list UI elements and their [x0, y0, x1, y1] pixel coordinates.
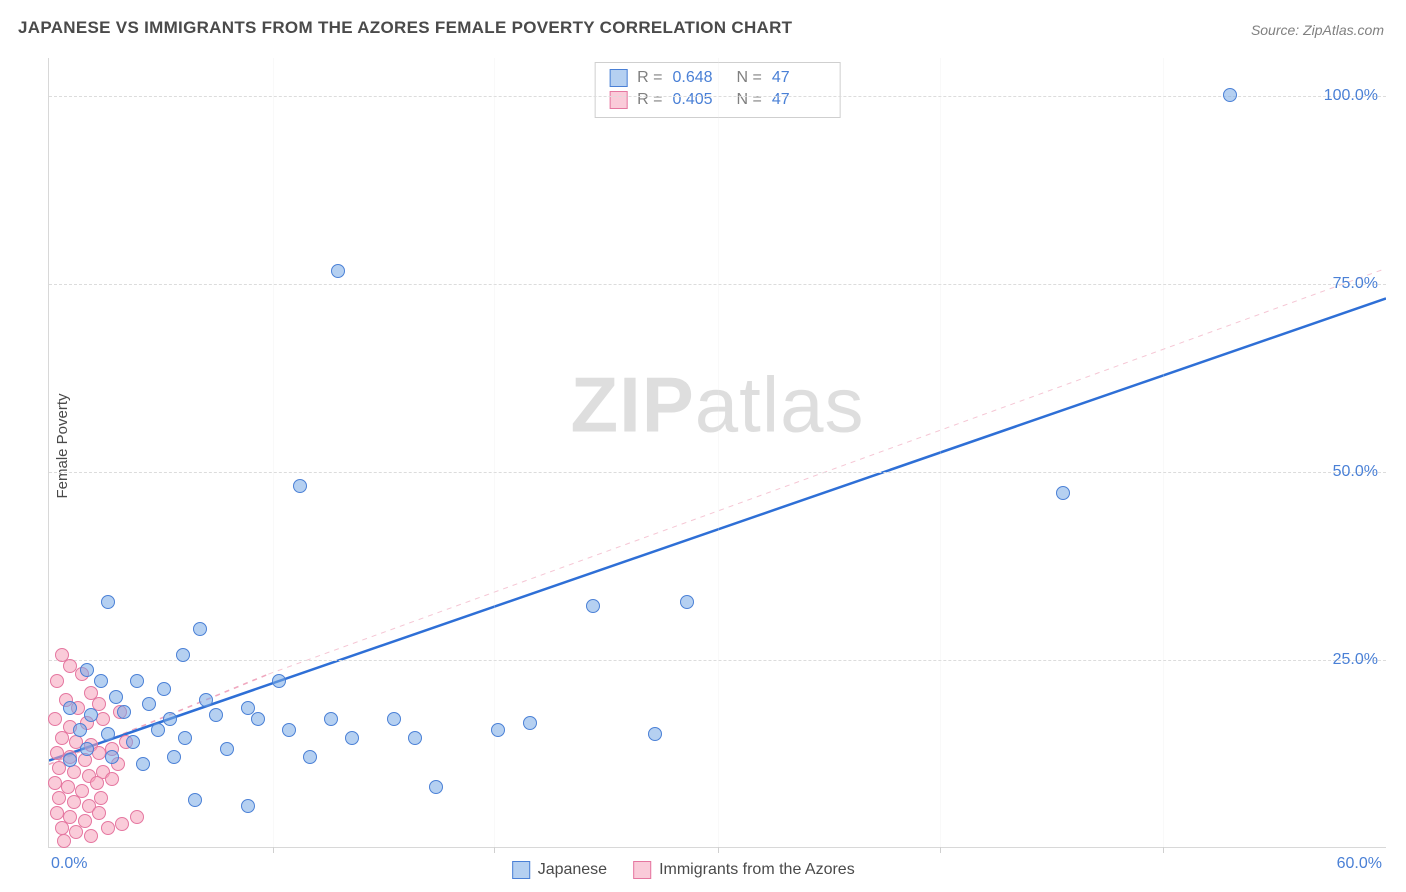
swatch-blue: [609, 69, 627, 87]
n-value-blue: 47: [772, 69, 826, 87]
scatter-point-blue: [63, 753, 77, 767]
scatter-point-blue: [109, 690, 123, 704]
scatter-point-pink: [84, 829, 98, 843]
watermark-bold: ZIP: [570, 361, 694, 449]
chart-title: JAPANESE VS IMMIGRANTS FROM THE AZORES F…: [18, 18, 792, 38]
n-label: N =: [737, 69, 762, 87]
scatter-point-blue: [387, 712, 401, 726]
scatter-plot-area: ZIPatlas R = 0.648 N = 47 R = 0.405 N = …: [48, 58, 1386, 848]
y-tick-label: 25.0%: [1333, 651, 1378, 669]
y-tick-label: 50.0%: [1333, 463, 1378, 481]
scatter-point-blue: [142, 697, 156, 711]
scatter-point-pink: [55, 731, 69, 745]
scatter-point-pink: [90, 776, 104, 790]
x-tick-label-start: 0.0%: [51, 855, 87, 873]
scatter-point-blue: [136, 757, 150, 771]
scatter-point-blue: [188, 793, 202, 807]
scatter-point-blue: [209, 708, 223, 722]
scatter-point-blue: [63, 701, 77, 715]
scatter-point-blue: [324, 712, 338, 726]
scatter-point-blue: [241, 799, 255, 813]
scatter-point-pink: [94, 791, 108, 805]
scatter-point-pink: [115, 817, 129, 831]
scatter-point-blue: [523, 716, 537, 730]
swatch-blue: [512, 861, 530, 879]
scatter-point-pink: [101, 821, 115, 835]
source-attribution: Source: ZipAtlas.com: [1251, 22, 1384, 38]
scatter-point-blue: [408, 731, 422, 745]
scatter-point-blue: [220, 742, 234, 756]
scatter-point-pink: [52, 791, 66, 805]
scatter-point-pink: [130, 810, 144, 824]
scatter-point-pink: [92, 806, 106, 820]
y-tick-label: 100.0%: [1324, 87, 1378, 105]
legend-label-blue: Japanese: [538, 861, 607, 879]
scatter-point-blue: [331, 264, 345, 278]
scatter-point-pink: [67, 795, 81, 809]
scatter-point-blue: [167, 750, 181, 764]
y-tick-label: 75.0%: [1333, 275, 1378, 293]
watermark-rest: atlas: [695, 361, 865, 449]
scatter-point-blue: [130, 674, 144, 688]
scatter-point-blue: [199, 693, 213, 707]
scatter-point-blue: [680, 595, 694, 609]
scatter-point-blue: [178, 731, 192, 745]
gridline-vertical: [1163, 58, 1164, 847]
scatter-point-blue: [491, 723, 505, 737]
scatter-point-blue: [176, 648, 190, 662]
x-tick: [273, 847, 274, 853]
scatter-point-blue: [1223, 88, 1237, 102]
scatter-point-blue: [117, 705, 131, 719]
r-label: R =: [637, 91, 662, 109]
n-value-pink: 47: [772, 91, 826, 109]
scatter-point-blue: [251, 712, 265, 726]
scatter-point-blue: [126, 735, 140, 749]
x-tick: [1163, 847, 1164, 853]
x-tick: [718, 847, 719, 853]
gridline-vertical: [718, 58, 719, 847]
scatter-point-pink: [69, 825, 83, 839]
scatter-point-blue: [272, 674, 286, 688]
scatter-point-blue: [105, 750, 119, 764]
scatter-point-blue: [163, 712, 177, 726]
scatter-point-blue: [241, 701, 255, 715]
scatter-point-blue: [429, 780, 443, 794]
scatter-point-blue: [73, 723, 87, 737]
x-tick-label-end: 60.0%: [1337, 855, 1382, 873]
scatter-point-pink: [96, 712, 110, 726]
scatter-point-blue: [101, 595, 115, 609]
scatter-point-pink: [105, 772, 119, 786]
legend-label-pink: Immigrants from the Azores: [659, 861, 855, 879]
scatter-point-blue: [303, 750, 317, 764]
n-label: N =: [737, 91, 762, 109]
scatter-point-blue: [101, 727, 115, 741]
scatter-point-blue: [84, 708, 98, 722]
scatter-point-blue: [80, 742, 94, 756]
scatter-point-blue: [193, 622, 207, 636]
scatter-point-blue: [282, 723, 296, 737]
r-label: R =: [637, 69, 662, 87]
scatter-point-blue: [648, 727, 662, 741]
swatch-pink: [609, 91, 627, 109]
scatter-point-blue: [151, 723, 165, 737]
gridline-vertical: [940, 58, 941, 847]
scatter-point-pink: [57, 834, 71, 848]
gridline-vertical: [273, 58, 274, 847]
scatter-point-pink: [50, 674, 64, 688]
scatter-point-blue: [80, 663, 94, 677]
scatter-point-blue: [1056, 486, 1070, 500]
scatter-point-pink: [48, 712, 62, 726]
scatter-point-blue: [345, 731, 359, 745]
legend-item-blue: Japanese: [512, 861, 607, 879]
x-tick: [940, 847, 941, 853]
swatch-pink: [633, 861, 651, 879]
x-tick: [494, 847, 495, 853]
series-legend: Japanese Immigrants from the Azores: [512, 861, 855, 879]
legend-item-pink: Immigrants from the Azores: [633, 861, 855, 879]
scatter-point-blue: [94, 674, 108, 688]
scatter-point-blue: [157, 682, 171, 696]
scatter-point-blue: [586, 599, 600, 613]
scatter-point-blue: [293, 479, 307, 493]
